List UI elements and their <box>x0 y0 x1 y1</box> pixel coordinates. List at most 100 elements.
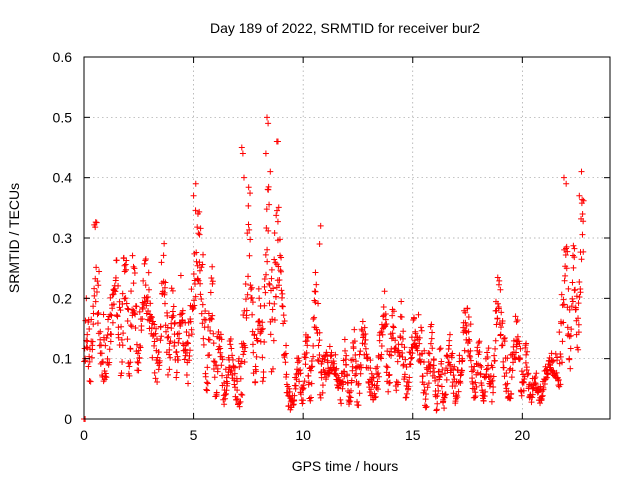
data-point <box>549 359 556 366</box>
data-point <box>247 286 254 293</box>
y-tick-label: 0.5 <box>53 109 73 125</box>
data-point <box>316 329 323 336</box>
data-point <box>128 288 135 295</box>
data-point <box>249 341 256 348</box>
data-point <box>523 351 530 358</box>
data-point <box>426 362 433 369</box>
data-point <box>113 311 120 318</box>
data-point <box>313 281 320 288</box>
data-point <box>167 354 174 361</box>
data-point <box>410 314 417 321</box>
data-point <box>274 207 281 214</box>
data-point <box>376 337 383 344</box>
data-point <box>178 311 185 318</box>
data-point <box>82 317 89 324</box>
data-point <box>161 284 168 291</box>
data-point <box>263 271 270 278</box>
data-point <box>313 326 320 333</box>
data-point <box>532 374 539 381</box>
data-point <box>199 301 206 308</box>
data-point <box>183 372 190 379</box>
data-point <box>384 348 391 355</box>
data-point <box>224 380 231 387</box>
data-point <box>95 282 102 289</box>
data-point <box>561 277 568 284</box>
data-point <box>213 389 220 396</box>
data-point <box>450 372 457 379</box>
data-point <box>171 320 178 327</box>
data-point <box>520 379 527 386</box>
data-point <box>562 272 569 279</box>
data-point <box>493 321 500 328</box>
data-point <box>160 252 167 259</box>
data-point <box>381 288 388 295</box>
data-point <box>243 307 250 314</box>
data-point <box>456 352 463 359</box>
data-point <box>304 342 311 349</box>
data-point <box>265 120 272 127</box>
data-point <box>192 293 199 300</box>
data-point <box>213 362 220 369</box>
data-point <box>505 388 512 395</box>
data-point <box>376 373 383 380</box>
data-point <box>222 390 229 397</box>
data-point <box>119 300 126 307</box>
data-point <box>305 379 312 386</box>
data-point <box>369 374 376 381</box>
data-point <box>88 316 95 323</box>
data-point <box>152 330 159 337</box>
data-point <box>503 369 510 376</box>
data-point <box>419 373 426 380</box>
data-point <box>136 355 143 362</box>
data-point <box>362 336 369 343</box>
data-point <box>122 261 129 268</box>
data-point <box>390 324 397 331</box>
data-point <box>470 367 477 374</box>
x-tick-label: 0 <box>80 427 88 443</box>
data-point <box>266 201 273 208</box>
data-point <box>305 334 312 341</box>
data-point <box>198 264 205 271</box>
data-point <box>400 362 407 369</box>
data-point <box>109 291 116 298</box>
data-point <box>380 304 387 311</box>
data-point <box>126 372 133 379</box>
data-point <box>373 382 380 389</box>
data-point <box>520 387 527 394</box>
data-point <box>240 351 247 358</box>
data-point <box>332 351 339 358</box>
data-point <box>468 368 475 375</box>
data-point <box>400 328 407 335</box>
data-point <box>190 305 197 312</box>
data-point <box>219 356 226 363</box>
data-point <box>374 386 381 393</box>
data-point <box>254 337 261 344</box>
data-point <box>144 294 151 301</box>
data-point <box>518 368 525 375</box>
data-point <box>120 330 127 337</box>
data-point <box>368 370 375 377</box>
data-point <box>494 274 501 281</box>
data-point <box>572 286 579 293</box>
data-point <box>517 355 524 362</box>
data-point <box>245 273 252 280</box>
data-point <box>525 370 532 377</box>
data-point <box>347 398 354 405</box>
data-point <box>130 263 137 270</box>
data-point <box>494 315 501 322</box>
data-point <box>442 391 449 398</box>
data-point <box>385 388 392 395</box>
data-point <box>209 312 216 319</box>
data-point <box>247 190 254 197</box>
data-point <box>270 337 277 344</box>
data-point <box>244 291 251 298</box>
data-point <box>440 398 447 405</box>
data-point <box>150 318 157 325</box>
data-point <box>210 340 217 347</box>
data-point <box>145 286 152 293</box>
data-point <box>196 259 203 266</box>
data-point <box>278 287 285 294</box>
data-point <box>400 361 407 368</box>
data-point <box>508 374 515 381</box>
data-point <box>183 329 190 336</box>
